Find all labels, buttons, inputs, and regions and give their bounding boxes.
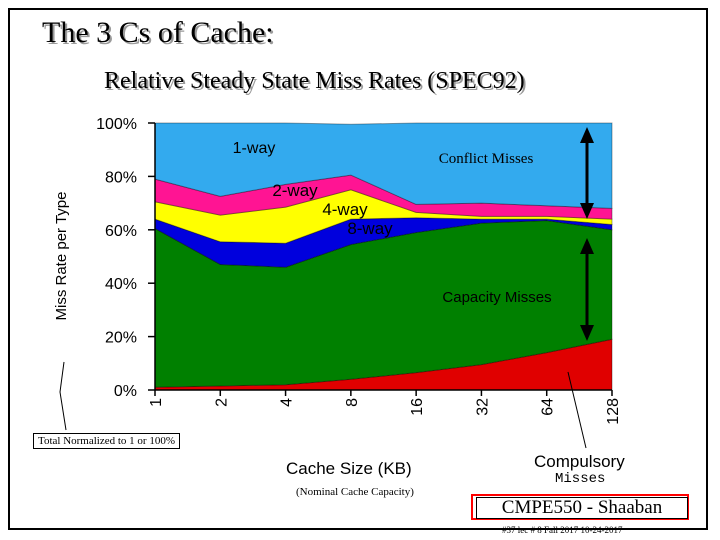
- series-area-5: [154, 122, 613, 209]
- y-tick-label-5: 100%: [96, 116, 137, 133]
- one-way-label: 1-way: [233, 140, 276, 157]
- y-tick-label-3: 60%: [105, 223, 137, 240]
- x-tick-label-0: 1: [148, 398, 165, 407]
- x-tick-label-7: 128: [605, 398, 622, 425]
- compulsory-misses-label: Misses: [555, 471, 606, 487]
- x-tick-label-2: 4: [279, 398, 296, 407]
- slide-frame: [8, 8, 708, 530]
- capacity-arrow-head-bottom: [580, 325, 594, 341]
- x-tick-label-5: 32: [474, 398, 491, 416]
- compulsory-leader-line: [567, 371, 587, 449]
- course-badge: CMPE550 - Shaaban: [476, 497, 688, 519]
- conflict-arrow-head-bottom: [580, 203, 594, 219]
- capacity-arrow-head-top: [580, 238, 594, 254]
- x-tick-label-1: 2: [213, 398, 230, 407]
- y-tick-label-4: 80%: [105, 169, 137, 186]
- x-axis-subtitle: (Nominal Cache Capacity): [296, 486, 414, 498]
- y-tick-label-0: 0%: [114, 383, 137, 400]
- capacity-misses-label: Capacity Misses: [442, 289, 551, 306]
- conflict-misses-label: Conflict Misses: [439, 151, 534, 167]
- two-way-label: 2-way: [272, 181, 318, 200]
- x-tick-label-3: 8: [344, 398, 361, 407]
- chart-subtitle: Relative Steady State Miss Rates (SPEC92…: [104, 68, 525, 94]
- compulsory-label: Compulsory: [534, 452, 625, 471]
- x-tick-label-6: 64: [540, 398, 557, 416]
- y-tick-label-2: 40%: [105, 276, 137, 293]
- y-tick-label-1: 20%: [105, 330, 137, 347]
- slide-title: The 3 Cs of Cache:: [42, 16, 274, 49]
- four-way-label: 4-way: [322, 200, 368, 219]
- normalized-note: Total Normalized to 1 or 100%: [33, 433, 181, 449]
- note-leader-line: [59, 361, 67, 431]
- x-axis-title: Cache Size (KB): [286, 459, 412, 478]
- x-tick-label-4: 16: [409, 398, 426, 416]
- eight-way-label: 8-way: [347, 219, 393, 238]
- y-axis-title: Miss Rate per Type: [53, 192, 70, 321]
- slide-footer: #37 lec # 8 Fall 2017 10-24-2017: [502, 525, 623, 535]
- conflict-arrow-head-top: [580, 127, 594, 143]
